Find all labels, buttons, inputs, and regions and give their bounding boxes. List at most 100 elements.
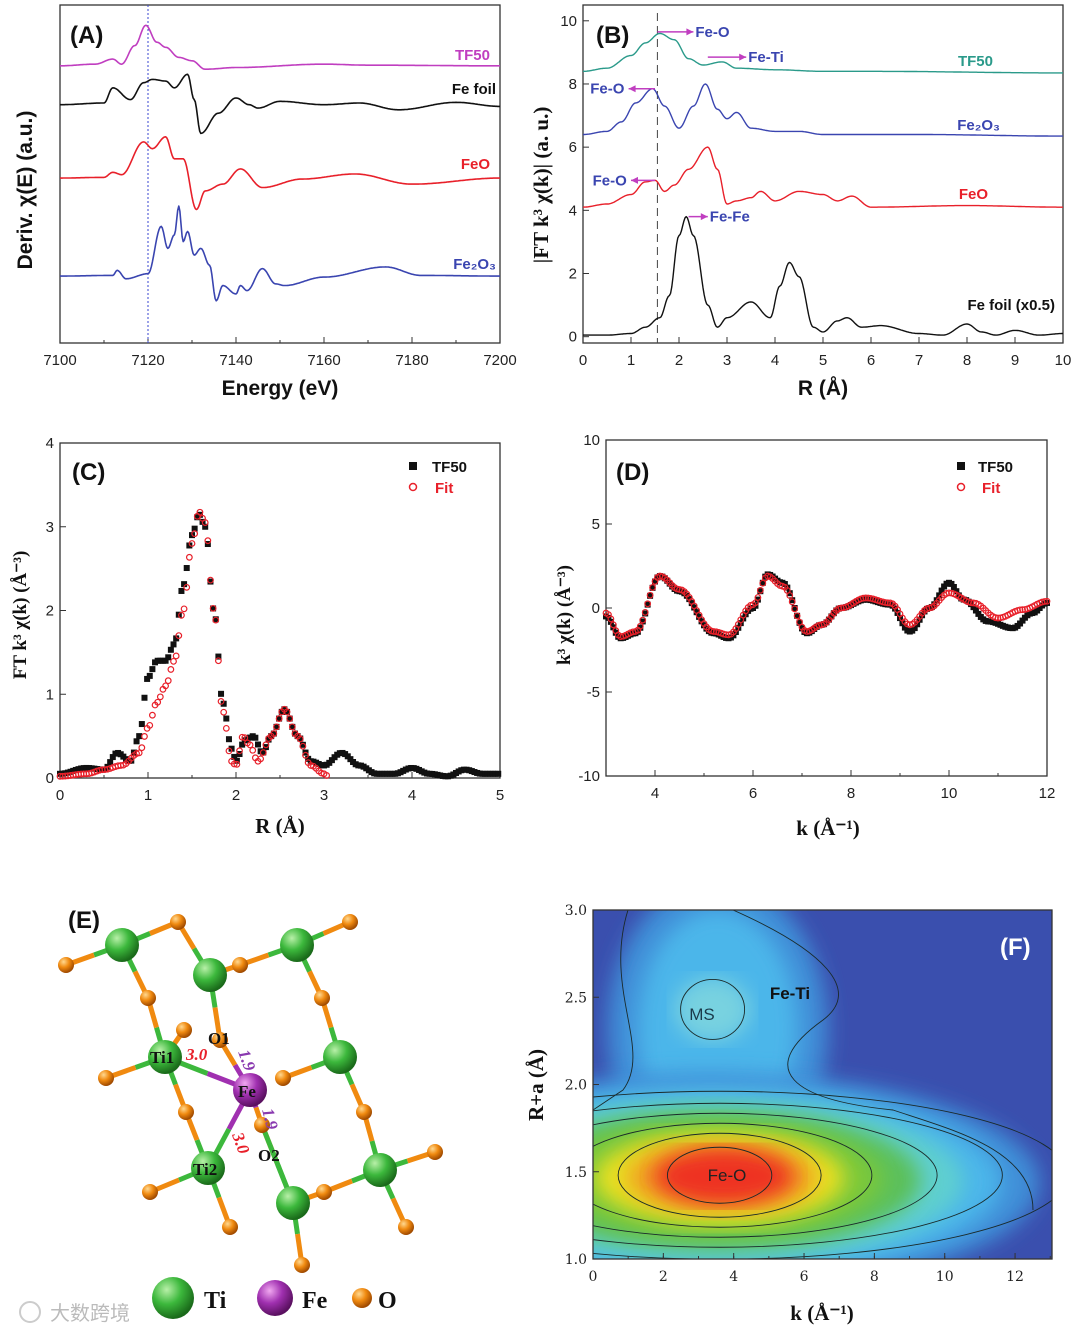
data-point-tf50	[754, 596, 761, 603]
titanium-atom	[280, 928, 314, 962]
distance-fe-o2: 1.9	[258, 1106, 282, 1132]
x-tick-label: 1	[627, 352, 635, 369]
axis-title-b-x: R (Å)	[798, 376, 848, 400]
data-point-tf50	[757, 588, 764, 595]
x-tick-label: 6	[749, 785, 757, 802]
oxygen-atom	[356, 1104, 372, 1120]
x-tick-label: 4	[651, 785, 659, 802]
data-point-fit	[222, 724, 230, 732]
plot-frame	[59, 4, 501, 344]
data-point-fit	[862, 594, 870, 602]
series-line-fe2o3	[60, 205, 500, 302]
data-point-fit	[1043, 597, 1051, 605]
y-tick-label: 0	[592, 600, 600, 617]
y-tick-label: 1.0	[565, 1252, 587, 1268]
data-point-tf50	[286, 715, 293, 722]
x-tick-label: 7	[915, 352, 923, 369]
y-tick-label: 5	[592, 516, 600, 533]
axis-title-d-y: k³ χ(k) (Å⁻³)	[554, 565, 575, 665]
data-point-tf50	[183, 565, 190, 572]
data-point-fit	[204, 537, 212, 545]
x-tick-label: 7100	[43, 352, 76, 369]
data-point-tf50	[223, 715, 230, 722]
data-point-tf50	[202, 523, 209, 530]
data-point-tf50	[299, 741, 306, 748]
y-tick-label: -10	[578, 768, 600, 785]
atom-label-o1: O1	[208, 1029, 230, 1048]
data-point-fit	[722, 631, 730, 639]
oxygen-atom	[232, 957, 248, 973]
data-point-tf50	[170, 641, 177, 648]
data-point-tf50	[210, 605, 217, 612]
data-point-tf50	[178, 587, 185, 594]
data-point-fit	[1016, 606, 1024, 614]
data-point-fit	[170, 657, 177, 665]
annotation-arrowhead-icon	[739, 53, 747, 61]
data-point-fit	[992, 614, 999, 622]
legend-fe-sphere-icon	[257, 1280, 293, 1316]
data-point-fit	[207, 576, 214, 584]
data-point-fit	[183, 583, 191, 591]
data-point-fit	[172, 652, 180, 660]
x-tick-label: 2	[675, 352, 683, 369]
y-tick-label: 0	[569, 329, 577, 346]
heatmap-contour-line	[732, 910, 1034, 1211]
legend-fe: Fe	[302, 1288, 328, 1314]
legend-label-fit-d: Fit	[982, 480, 1000, 497]
series-label-a-fefoil: Fe foil	[452, 81, 496, 98]
data-point-tf50	[789, 597, 796, 604]
series-label-a-fe2o3: Fe₂O₃	[453, 256, 496, 273]
data-point-fit	[286, 715, 294, 722]
atom-label-ti2: Ti2	[193, 1160, 217, 1179]
annotation-label: Fe-Ti	[748, 49, 784, 66]
y-tick-label: -5	[587, 684, 600, 701]
y-tick-label: 2.0	[565, 1078, 587, 1094]
heatmap-contour-line	[666, 1146, 773, 1204]
x-tick-label: 10	[941, 785, 958, 802]
x-tick-label: 4	[771, 352, 779, 369]
data-point-fit	[641, 608, 649, 616]
series-line-feo	[582, 146, 1063, 208]
data-point-tf50	[181, 581, 188, 588]
annotation-arrowhead-icon	[700, 213, 708, 221]
axis-title-f-x: k (Å⁻¹)	[790, 1301, 853, 1325]
data-point-tf50	[252, 734, 259, 741]
data-point-fit	[141, 733, 148, 740]
data-point-fit	[246, 741, 254, 749]
legend-marker-tf50-d	[957, 462, 965, 470]
data-point-tf50	[972, 607, 979, 614]
data-point-tf50	[146, 672, 153, 679]
y-tick-label: 1	[46, 686, 54, 703]
data-point-fit	[178, 611, 185, 619]
panel-label-f: (F)	[1000, 934, 1031, 961]
oxygen-atom	[170, 914, 186, 930]
oxygen-atom	[294, 1257, 310, 1273]
x-tick-label: 10	[1055, 352, 1072, 369]
data-point-fit	[302, 751, 309, 759]
data-point-fit	[212, 616, 220, 624]
data-point-fit	[135, 749, 143, 757]
data-point-fit	[188, 540, 196, 547]
x-tick-label: 12	[1006, 1269, 1024, 1285]
data-point-tf50	[141, 694, 148, 701]
data-point-fit	[241, 734, 249, 742]
x-tick-label: 6	[867, 352, 875, 369]
x-tick-label: 8	[847, 785, 855, 802]
watermark-logo-icon	[19, 1301, 41, 1323]
y-tick-label: 10	[583, 432, 600, 449]
annotation-arrowhead-icon	[628, 85, 636, 93]
annotation-arrowhead-icon	[686, 28, 694, 36]
data-point-tf50	[652, 578, 658, 585]
titanium-atom	[323, 1040, 357, 1074]
data-point-fit	[644, 600, 652, 608]
x-tick-label: 2	[232, 787, 240, 804]
y-tick-label: 0	[46, 770, 54, 787]
data-point-tf50	[144, 675, 151, 682]
data-point-tf50	[218, 690, 225, 697]
y-tick-label: 3	[46, 519, 54, 536]
series-line-feo	[60, 136, 500, 211]
data-point-tf50	[828, 613, 835, 620]
x-tick-label: 5	[496, 787, 504, 804]
axis-title-a-x: Energy (eV)	[222, 377, 339, 400]
series-label-b-fe2o3: Fe₂O₃	[957, 117, 1000, 134]
